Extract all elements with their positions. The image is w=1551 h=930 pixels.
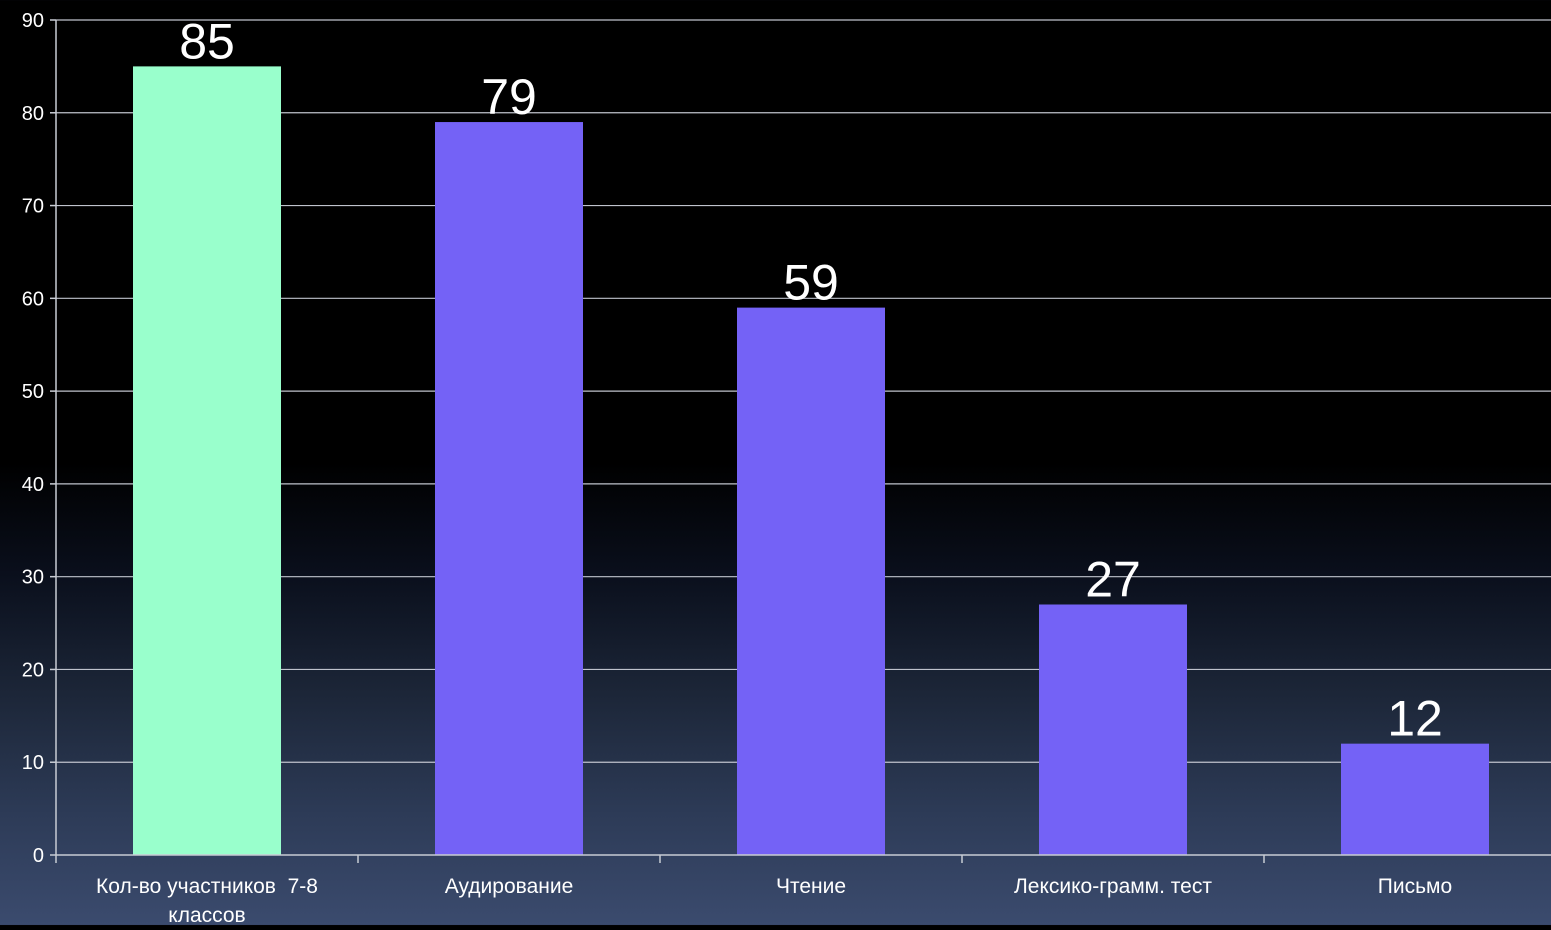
y-tick-label: 80	[22, 103, 44, 125]
bar	[737, 307, 885, 856]
y-tick-labels: 0 10 20 30 40 50 60 70 80 90	[22, 10, 44, 867]
x-tick-label-line: Кол-во участников 7-8	[96, 875, 318, 898]
y-tick-label: 30	[22, 567, 44, 589]
y-tick-label: 10	[22, 752, 44, 774]
data-label: 85	[179, 13, 235, 69]
data-labels: 85 79 59 27 12	[179, 13, 1443, 746]
x-tick-label: Аудирование	[445, 875, 574, 898]
axes	[50, 19, 1551, 863]
x-tick-label: Кол-во участников 7-8 классов	[96, 875, 318, 925]
x-tick-label: Лексико-грамм. тест	[1014, 875, 1212, 898]
y-tick-label: 70	[22, 196, 44, 218]
bars	[133, 66, 1489, 856]
x-tick-label-line: Аудирование	[445, 875, 574, 898]
bar	[133, 66, 281, 855]
data-label: 79	[481, 69, 537, 125]
x-tick-labels: Кол-во участников 7-8 классов Аудирование Ч…	[96, 875, 1452, 927]
bar	[1341, 743, 1489, 855]
y-tick-label: 20	[22, 659, 44, 681]
y-tick-label: 0	[33, 845, 44, 867]
x-tick-label-line: Письмо	[1378, 875, 1452, 898]
data-label: 12	[1387, 691, 1443, 747]
data-label: 59	[783, 255, 839, 311]
x-tick-label-line: классов	[168, 904, 245, 925]
y-tick-label: 90	[22, 10, 44, 32]
y-tick-label: 40	[22, 474, 44, 496]
data-label: 27	[1085, 552, 1141, 608]
x-tick-label: Чтение	[776, 875, 846, 898]
bar	[435, 122, 583, 856]
x-tick-label-line: Лексико-грамм. тест	[1014, 875, 1212, 898]
bar	[1039, 604, 1187, 855]
x-tick-label: Письмо	[1378, 875, 1452, 898]
x-tick-label-line: Чтение	[776, 875, 846, 898]
y-tick-label: 50	[22, 381, 44, 403]
y-tick-label: 60	[22, 288, 44, 310]
